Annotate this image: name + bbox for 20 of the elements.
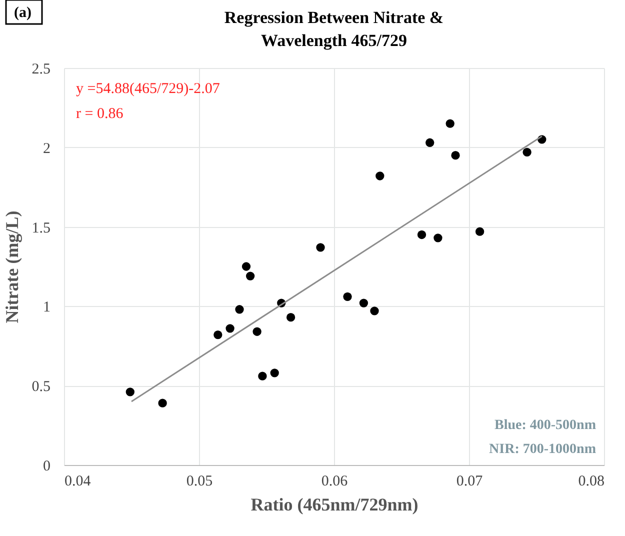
text: (a) [14,5,32,21]
text: Regression Between Nitrate & [224,8,444,27]
x-tick-label: 0.08 [578,474,604,490]
annotation: r = 0.86 [76,106,124,122]
x-tick-label: 0.06 [321,474,348,490]
text: Wavelength 465/729 [261,31,407,50]
annotation: NIR: 700-1000nm [489,442,596,457]
x-axis-title: Ratio (465nm/729nm) [250,494,418,514]
y-tick-label: 2.5 [32,62,50,78]
y-tick-label: 2 [43,140,50,157]
x-tick-label: 0.07 [456,474,484,490]
y-tick-label: 0.5 [32,379,50,396]
x-tick-label: 0.04 [64,474,92,490]
annotation: y =54.88(465/729)-2.07 [76,81,220,97]
y-tick-label: 1 [43,300,50,316]
x-tick-label: 0.05 [186,474,213,490]
y-axis-title: Nitrate (mg/L) [2,210,22,324]
y-tick-label: 0 [43,458,50,474]
y-tick-label: 1.5 [32,220,50,236]
annotation: Blue: 400-500nm [494,418,596,433]
